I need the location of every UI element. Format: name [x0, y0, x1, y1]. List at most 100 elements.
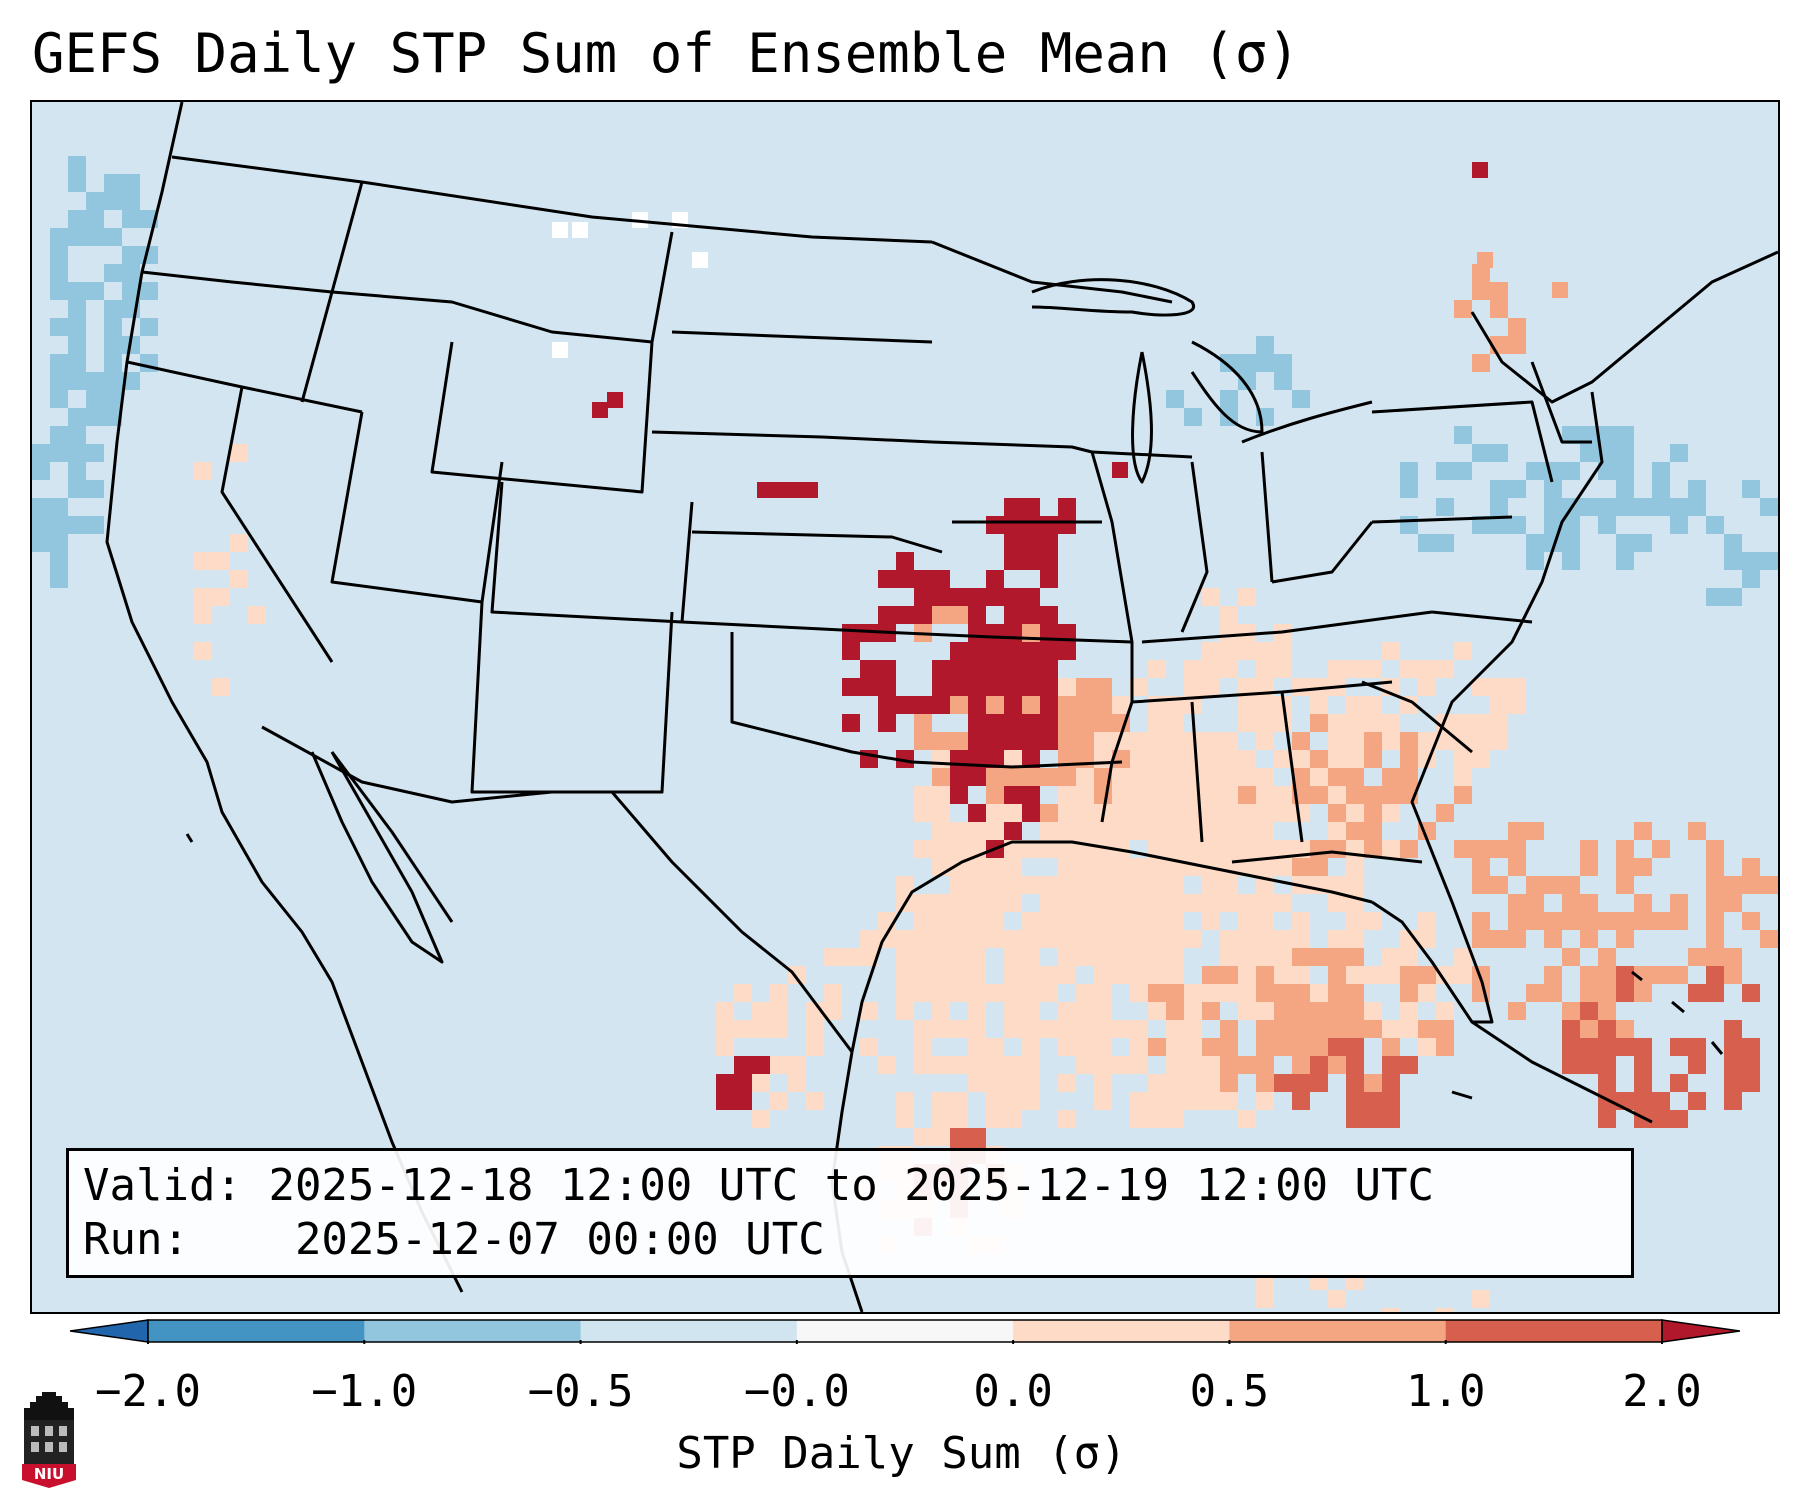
stp-cell	[1040, 660, 1058, 678]
stp-cell	[194, 606, 212, 624]
stp-cell	[1724, 966, 1742, 984]
stp-cell	[1580, 984, 1598, 1002]
stp-cell	[1724, 876, 1742, 894]
stp-cell	[986, 1038, 1004, 1056]
stp-cell	[914, 732, 932, 750]
stp-cell	[968, 660, 986, 678]
stp-cell	[950, 606, 968, 624]
stp-cell	[1652, 462, 1670, 480]
stp-cell	[1490, 678, 1508, 696]
stp-cell	[1544, 912, 1562, 930]
stp-cell	[716, 1092, 734, 1110]
stp-cell	[1166, 786, 1184, 804]
stp-cell	[1418, 732, 1436, 750]
stp-cell	[986, 750, 1004, 768]
stp-cell	[806, 1092, 824, 1110]
stp-cell	[1040, 642, 1058, 660]
stp-cell	[1688, 480, 1706, 498]
stp-cell	[1256, 696, 1274, 714]
stp-cell	[968, 588, 986, 606]
stp-cell	[86, 516, 104, 534]
stp-cell	[1256, 336, 1274, 354]
stp-cell	[1616, 534, 1634, 552]
stp-cell	[842, 642, 860, 660]
stp-cell	[878, 1056, 896, 1074]
stp-cell	[1040, 516, 1058, 534]
stp-cell	[1364, 750, 1382, 768]
stp-cell	[1022, 588, 1040, 606]
state-ky-tn	[1141, 610, 1433, 644]
stp-cell	[860, 948, 878, 966]
stp-cell	[86, 282, 104, 300]
stp-cell	[968, 732, 986, 750]
stp-cell	[50, 552, 68, 570]
colorbar-over-arrow	[1661, 1319, 1740, 1343]
stp-cell	[1220, 930, 1238, 948]
stp-cell	[1526, 984, 1544, 1002]
stp-cell	[968, 984, 986, 1002]
stp-cell	[1724, 534, 1742, 552]
stp-cell	[1382, 1092, 1400, 1110]
stp-cell	[802, 482, 818, 498]
stp-cell	[1130, 930, 1148, 948]
stp-cell	[1094, 966, 1112, 984]
stp-cell	[1148, 750, 1166, 768]
stp-cell	[734, 984, 752, 1002]
stp-cell	[32, 534, 50, 552]
stp-cell	[1760, 552, 1778, 570]
stp-cell	[1238, 372, 1256, 390]
stp-cell	[770, 1020, 788, 1038]
stp-cell	[896, 966, 914, 984]
stp-cell	[1724, 1074, 1742, 1092]
stp-cell	[1094, 822, 1112, 840]
stp-cell	[1328, 948, 1346, 966]
stp-cell	[914, 606, 932, 624]
stp-cell	[1742, 570, 1760, 588]
stp-cell	[1058, 786, 1076, 804]
west-coastline	[105, 102, 464, 1293]
stp-cell	[1346, 966, 1364, 984]
stp-cell	[1256, 1056, 1274, 1074]
stp-cell	[1328, 768, 1346, 786]
state-wi-il	[1091, 450, 1193, 459]
stp-cell	[1202, 876, 1220, 894]
stp-cell	[986, 696, 1004, 714]
stp-cell	[68, 318, 86, 336]
stp-cell	[1022, 984, 1040, 1002]
stp-cell	[1058, 714, 1076, 732]
stp-cell	[1382, 966, 1400, 984]
stp-cell	[1274, 1038, 1292, 1056]
canada-border-east	[931, 240, 1173, 304]
stp-cell	[1058, 948, 1076, 966]
stp-cell	[968, 750, 986, 768]
stp-cell	[1616, 876, 1634, 894]
stp-cell	[1238, 768, 1256, 786]
state-mt-nd	[650, 231, 674, 343]
run-label: Run:	[83, 1214, 189, 1265]
stp-cell	[1094, 1056, 1112, 1074]
stp-cell	[1166, 930, 1184, 948]
stp-cell	[1256, 984, 1274, 1002]
stp-cell	[950, 1128, 968, 1146]
stp-cell	[1148, 660, 1166, 678]
stp-cell	[1220, 606, 1238, 624]
stp-cell	[1220, 1038, 1238, 1056]
stp-cell	[1310, 714, 1328, 732]
state-ok-tx	[730, 632, 1013, 769]
stp-cell	[1688, 984, 1706, 1002]
stp-cell	[1004, 696, 1022, 714]
stp-cell	[1292, 1056, 1310, 1074]
stp-cell	[194, 588, 212, 606]
stp-cell	[932, 588, 950, 606]
stp-cell	[1148, 876, 1166, 894]
stp-cell	[50, 264, 68, 282]
stp-cell	[1202, 660, 1220, 678]
stp-cell	[1256, 660, 1274, 678]
stp-cell	[896, 696, 914, 714]
stp-cell	[1022, 696, 1040, 714]
stp-cell	[1418, 984, 1436, 1002]
stp-cell	[1004, 552, 1022, 570]
stp-cell	[1220, 354, 1238, 372]
stp-cell	[932, 912, 950, 930]
stp-cell	[914, 1056, 932, 1074]
